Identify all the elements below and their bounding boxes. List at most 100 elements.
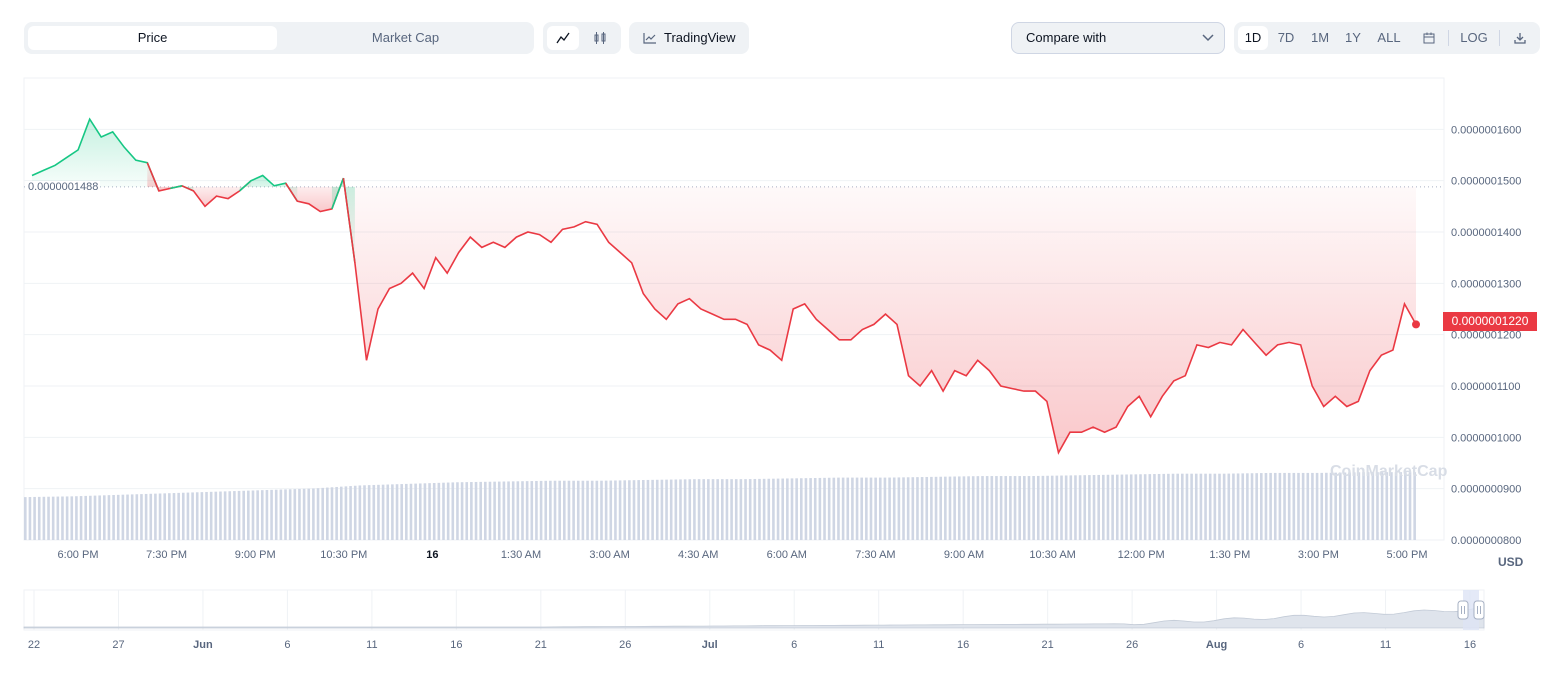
volume-bar [1050,475,1054,540]
volume-bar [1306,472,1310,540]
log-scale-toggle[interactable]: LOG [1460,30,1488,45]
volume-bar [1102,474,1105,540]
volume-bar [916,477,919,540]
volume-bar [1339,472,1342,540]
volume-bar [1269,472,1272,540]
navigator-handle[interactable] [1473,600,1485,620]
x-tick-label: 6:00 AM [767,549,807,561]
navigator-selection[interactable] [1463,590,1479,630]
volume-bar [1148,474,1152,540]
tradingview-label: TradingView [664,30,736,45]
volume-bar [405,483,408,540]
volume-bar [776,478,780,540]
volume-bar [781,478,785,540]
volume-bar [632,480,636,540]
volume-bar [851,477,854,540]
volume-bar [158,493,162,540]
volume-bar [163,493,166,540]
volume-bar [618,480,622,540]
y-tick-label: 0.0000000900 [1451,484,1521,496]
volume-bar [628,480,631,540]
volume-bar [1278,472,1282,540]
x-tick-label: 12:00 PM [1118,549,1165,561]
range-7d[interactable]: 7D [1277,30,1295,45]
candlestick-icon[interactable] [583,26,617,50]
volume-bar [911,477,915,540]
volume-bar [247,490,250,540]
volume-bar [479,481,482,540]
volume-bar [600,480,603,540]
tradingview-button[interactable]: TradingView [629,22,749,54]
volume-bar [228,491,232,540]
volume-bar [465,482,469,540]
volume-bar [209,491,213,540]
volume-bar [470,482,473,540]
range-1y[interactable]: 1Y [1345,30,1361,45]
volume-bar [967,476,970,540]
volume-bar [1023,476,1026,540]
volume-bar [1181,473,1184,540]
volume-bar [1236,473,1240,540]
volume-bar [409,483,413,540]
volume-bar [725,479,729,540]
volume-bar [260,490,264,540]
volume-bar [865,477,868,540]
navigator-handle[interactable] [1457,600,1469,620]
volume-bar [688,479,692,540]
price-line-down [342,177,1417,455]
volume-bar [312,488,315,540]
volume-bar [572,480,575,540]
volume-bar [460,482,464,540]
volume-bar [316,488,320,540]
volume-bar [339,486,343,540]
volume-bar [1408,472,1412,540]
volume-bar [24,497,27,540]
volume-bar [521,481,524,540]
volume-bar [33,496,36,540]
volume-bar [511,481,515,540]
volume-bar [767,478,771,540]
compare-with-select[interactable]: Compare with [1011,22,1225,54]
volume-bar [614,480,617,540]
volume-bar [1139,474,1142,540]
volume-bar [154,493,157,540]
y-tick-label: 0.0000001000 [1451,432,1521,444]
volume-bar [730,479,733,540]
navigator-tick-label: 21 [1042,639,1054,651]
volume-bar [990,476,994,540]
volume-bar [1273,472,1277,540]
navigator-tick-label: 21 [535,639,547,651]
volume-bar [693,479,696,540]
volume-bar [944,476,947,540]
volume-bar [242,490,245,540]
range-1m[interactable]: 1M [1310,30,1330,45]
volume-bar [47,496,50,540]
tab-price[interactable]: Price [28,26,277,50]
line-chart-icon[interactable] [547,26,579,50]
volume-bar [288,489,292,540]
volume-bar [195,492,199,540]
volume-bar [1371,472,1375,540]
volume-bar [168,493,171,540]
volume-bar [1199,473,1203,540]
x-tick-label: 7:30 AM [855,549,895,561]
range-all[interactable]: ALL [1377,30,1401,45]
volume-bar [1394,472,1398,540]
download-icon[interactable] [1506,26,1534,50]
navigator-tick-label: 27 [112,639,124,651]
volume-bar [140,494,143,540]
calendar-icon[interactable] [1416,26,1442,50]
volume-bar [971,476,975,540]
time-range-selector: 1D 7D 1M 1Y ALL LOG [1234,22,1540,54]
x-tick-label: 1:30 AM [501,549,541,561]
volume-bar [539,480,543,540]
tradingview-icon [643,33,656,44]
volume-bar [976,476,980,540]
volume-bar [563,480,566,540]
tab-market-cap[interactable]: Market Cap [371,30,440,45]
volume-bar [70,496,74,540]
volume-bar [1092,475,1096,540]
range-1d[interactable]: 1D [1238,26,1268,50]
volume-bar [214,491,218,540]
